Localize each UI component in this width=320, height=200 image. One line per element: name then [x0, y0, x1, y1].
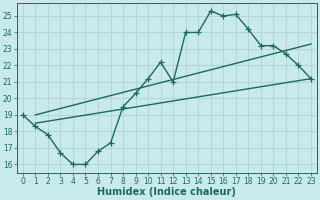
X-axis label: Humidex (Indice chaleur): Humidex (Indice chaleur) [98, 187, 236, 197]
